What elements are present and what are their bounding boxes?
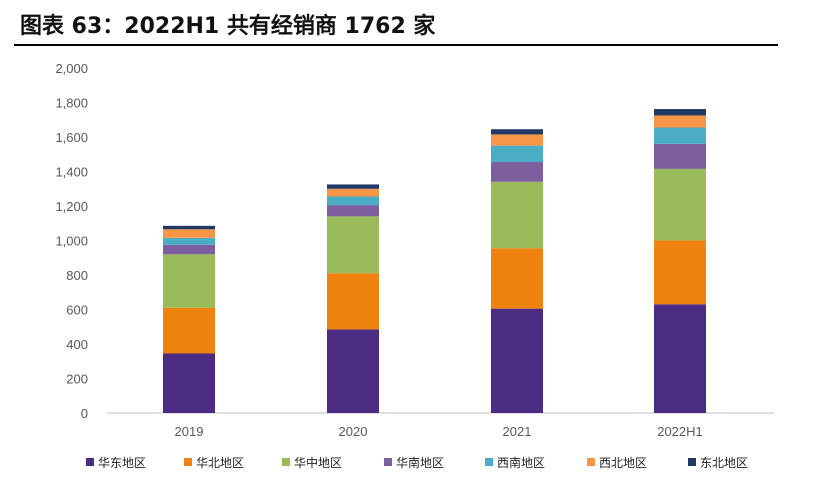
bar-segment xyxy=(654,304,706,413)
x-tick-label: 2019 xyxy=(175,424,204,439)
bar-segment xyxy=(163,254,215,308)
legend-swatch xyxy=(688,458,696,466)
x-tick-label: 2020 xyxy=(339,424,368,439)
bar-segment xyxy=(654,127,706,144)
y-tick-label: 1,000 xyxy=(55,234,88,249)
bar-segment xyxy=(163,307,215,354)
y-tick-label: 600 xyxy=(66,303,88,318)
legend-label: 华南地区 xyxy=(396,455,444,470)
bar-segment xyxy=(163,237,215,245)
y-tick-label: 800 xyxy=(66,268,88,283)
bar-segment xyxy=(654,143,706,169)
legend-label: 东北地区 xyxy=(700,456,748,470)
bar-segment xyxy=(163,229,215,238)
bar-segment xyxy=(327,188,379,197)
y-tick-label: 1,400 xyxy=(55,165,88,180)
legend-swatch xyxy=(86,458,94,466)
bar-segment xyxy=(327,329,379,413)
bar-segment xyxy=(491,181,543,249)
y-tick-label: 2,000 xyxy=(55,61,88,76)
bar-segment xyxy=(327,273,379,330)
legend-label: 华东地区 xyxy=(98,456,146,470)
bar-segment xyxy=(163,244,215,255)
chart-title: 图表 63：2022H1 共有经销商 1762 家 xyxy=(20,14,436,39)
legend-swatch xyxy=(384,458,392,466)
x-tick-label: 2022H1 xyxy=(657,424,703,439)
bar-segment xyxy=(491,308,543,413)
x-tick-label: 2021 xyxy=(503,424,532,439)
bar-segment xyxy=(163,353,215,413)
bar-segment xyxy=(491,145,543,163)
legend-label: 西北地区 xyxy=(599,456,647,470)
y-tick-label: 1,800 xyxy=(55,96,88,111)
legend-label: 华中地区 xyxy=(294,455,342,470)
legend-swatch xyxy=(282,458,290,466)
y-tick-label: 200 xyxy=(66,372,88,387)
bar-segment xyxy=(327,196,379,206)
bar-segment xyxy=(654,240,706,305)
y-tick-label: 1,200 xyxy=(55,199,88,214)
bar-segment xyxy=(163,225,215,230)
bar-segment xyxy=(327,205,379,217)
y-tick-label: 1,600 xyxy=(55,130,88,145)
legend-swatch xyxy=(184,458,192,466)
bar-segment xyxy=(491,129,543,135)
bar-segment xyxy=(491,248,543,309)
y-tick-label: 0 xyxy=(81,406,88,421)
y-tick-label: 400 xyxy=(66,337,88,352)
legend-swatch xyxy=(587,458,595,466)
legend-label: 华北地区 xyxy=(196,456,244,470)
title-underline xyxy=(14,44,778,46)
bar-segment xyxy=(654,168,706,241)
bar-segment xyxy=(654,109,706,116)
bar-segment xyxy=(491,162,543,182)
bar-segment xyxy=(327,216,379,274)
legend-swatch xyxy=(485,458,493,466)
bar-segment xyxy=(491,134,543,146)
bar-segment xyxy=(654,115,706,128)
legend-label: 西南地区 xyxy=(497,455,545,470)
bar-segment xyxy=(327,184,379,189)
